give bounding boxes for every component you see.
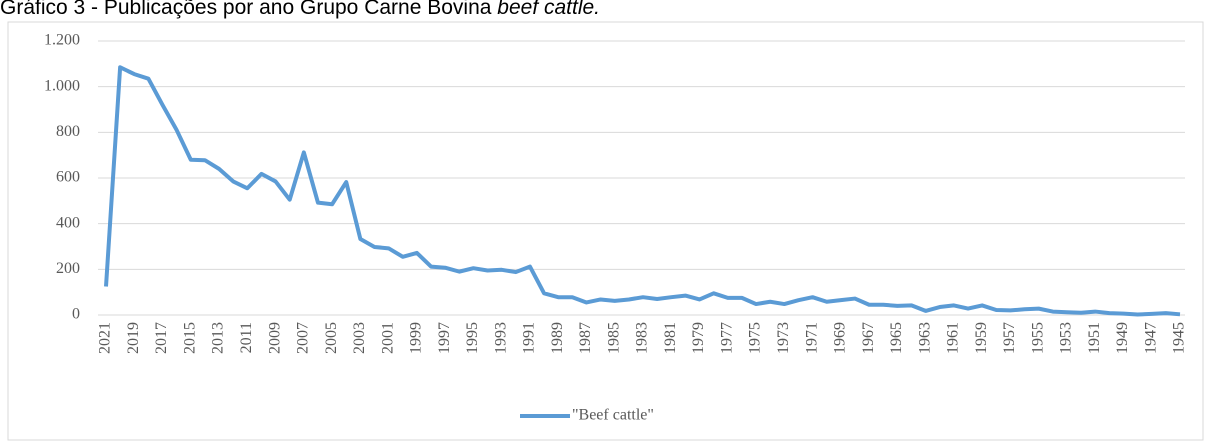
x-tick-label: 1983: [634, 322, 651, 354]
x-tick-label: 1957: [1001, 322, 1018, 354]
x-tick-label: 1949: [1114, 322, 1131, 354]
x-tick-label: 1999: [408, 322, 425, 354]
x-tick-label: 1977: [718, 322, 735, 354]
x-tick-label: 1945: [1171, 322, 1188, 354]
x-tick-label: 1963: [916, 322, 933, 354]
y-tick-label: 0: [72, 306, 80, 323]
title-main: Gráfico 3 - Publicações por ano Grupo Ca…: [0, 0, 492, 19]
x-tick-label: 1987: [577, 322, 594, 354]
x-tick-label: 2003: [351, 322, 368, 354]
y-tick-label: 400: [56, 214, 80, 231]
y-tick-label: 1.200: [44, 32, 80, 49]
x-tick-label: 1985: [605, 322, 622, 354]
chart-title: Gráfico 3 - Publicações por ano Grupo Ca…: [0, 0, 600, 19]
x-tick-label: 1995: [464, 322, 481, 354]
x-tick-label: 1975: [747, 322, 764, 354]
x-tick-label: 1959: [973, 322, 990, 354]
x-tick-label: 1969: [832, 322, 849, 354]
x-tick-label: 1991: [521, 322, 538, 354]
x-tick-label: 2019: [125, 322, 142, 354]
x-tick-label: 1971: [803, 322, 820, 354]
legend-label: "Beef cattle": [572, 407, 654, 424]
y-tick-label: 1.000: [44, 77, 80, 94]
x-tick-label: 2021: [97, 322, 114, 354]
x-tick-label: 2013: [210, 322, 227, 354]
x-tick-label: 1981: [662, 322, 679, 354]
x-tick-label: 2001: [379, 322, 396, 354]
x-tick-label: 1953: [1058, 322, 1075, 354]
y-tick-label: 600: [56, 169, 80, 186]
x-tick-label: 1965: [888, 322, 905, 354]
x-tick-label: 2011: [238, 322, 255, 353]
x-tick-label: 1955: [1029, 322, 1046, 354]
y-tick-label: 800: [56, 123, 80, 140]
x-tick-label: 1989: [549, 322, 566, 354]
x-tick-label: 1979: [690, 322, 707, 354]
x-tick-label: 1961: [945, 322, 962, 354]
x-tick-label: 1951: [1086, 322, 1103, 354]
x-tick-label: 1997: [436, 322, 453, 354]
x-tick-label: 2017: [153, 322, 170, 354]
x-tick-label: 2009: [266, 322, 283, 354]
x-tick-label: 1973: [775, 322, 792, 354]
data-line: [104, 65, 1181, 317]
y-tick-label: 200: [56, 260, 80, 277]
x-tick-label: 2005: [323, 322, 340, 354]
x-tick-label: 1947: [1142, 322, 1159, 354]
x-tick-label: 2015: [181, 322, 198, 354]
x-tick-label: 1993: [492, 322, 509, 354]
chart-frame: [7, 21, 1204, 441]
x-tick-label: 2007: [295, 322, 312, 354]
x-tick-label: 1967: [860, 322, 877, 354]
title-italic: beef cattle.: [497, 0, 600, 19]
